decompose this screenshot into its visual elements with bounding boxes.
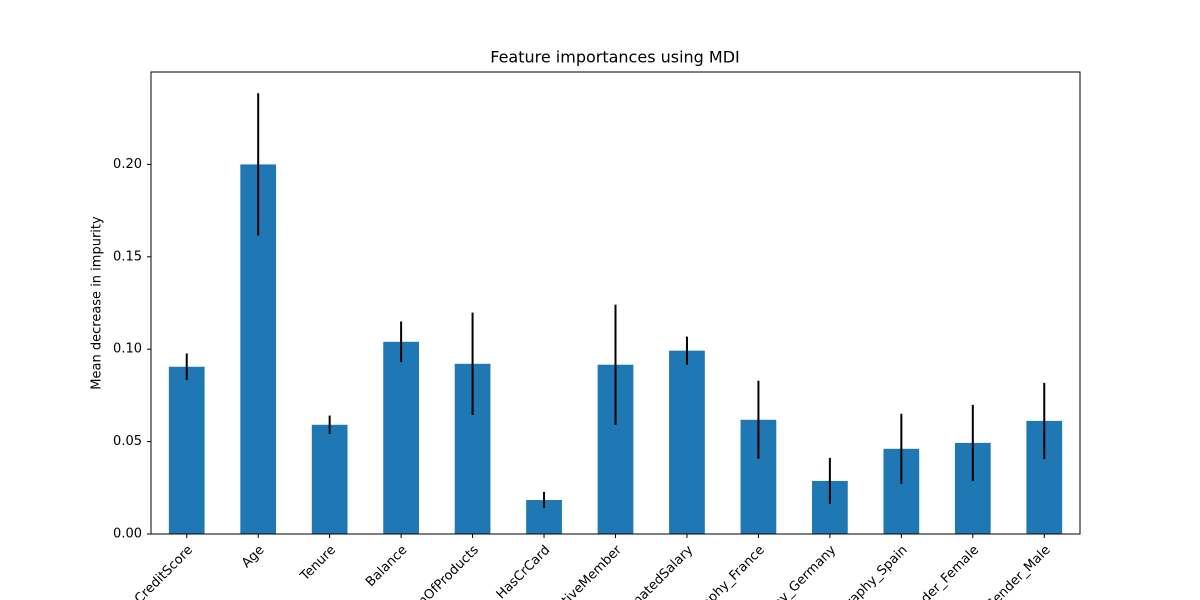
x-tick-label: HasCrCard <box>494 543 554 600</box>
x-tick-label: IsActiveMember <box>540 542 625 600</box>
y-tick-label: 0.10 <box>113 342 142 357</box>
bar <box>383 341 419 534</box>
bar <box>669 350 705 534</box>
x-tick-label: NumOfProducts <box>399 543 482 600</box>
x-tick-label: Gender_Female <box>900 543 982 600</box>
y-tick-label: 0.05 <box>113 434 142 449</box>
x-tick-label: EstimatedSalary <box>610 542 696 600</box>
y-axis-label: Mean decrease in impurity <box>90 216 105 390</box>
y-tick-label: 0.00 <box>113 527 142 542</box>
chart-title: Feature importances using MDI <box>490 48 740 67</box>
x-tick-label: Tenure <box>297 543 339 585</box>
y-tick-label: 0.20 <box>113 157 142 172</box>
plot-frame <box>150 71 1081 535</box>
x-tick-label: Balance <box>363 543 410 590</box>
x-tick-label: CreditScore <box>132 543 196 600</box>
bar <box>168 366 205 534</box>
x-tick-label: Gender_Male <box>983 543 1054 600</box>
y-tick-label: 0.15 <box>113 249 142 264</box>
x-tick-label: Age <box>239 543 267 571</box>
bar <box>311 424 348 534</box>
